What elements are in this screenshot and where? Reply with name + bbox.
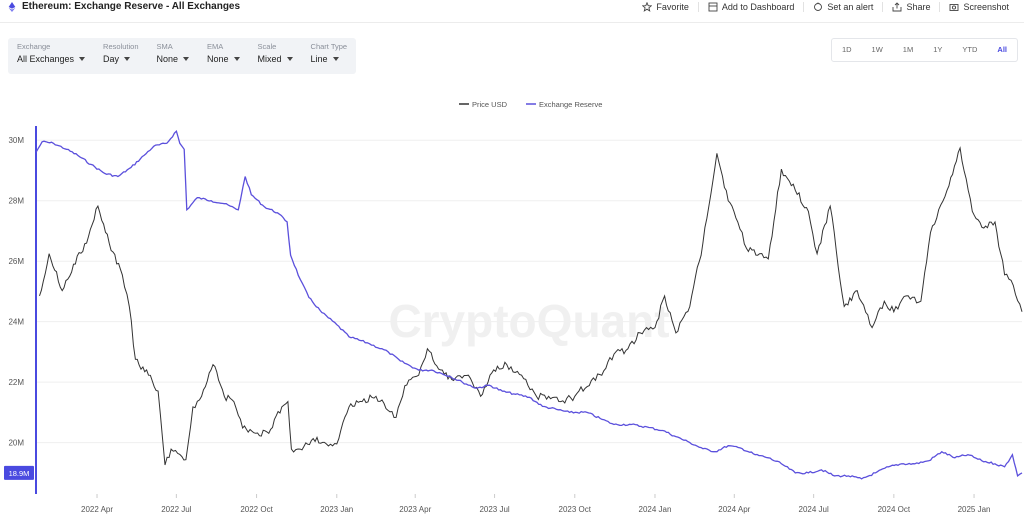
range-ytd-button[interactable]: YTD — [962, 45, 978, 54]
y-tick-label: 30M — [8, 136, 24, 145]
exchange-label: Exchange — [17, 42, 51, 51]
exchange-select[interactable]: Exchange All Exchanges — [8, 38, 94, 74]
chevron-down-icon — [332, 57, 339, 61]
dashboard-icon — [708, 2, 718, 12]
chevron-down-icon — [183, 57, 190, 61]
watermark: CryptoQuant — [388, 295, 669, 347]
set-alert-button[interactable]: Set an alert — [803, 2, 882, 12]
screenshot-label: Screenshot — [963, 2, 1009, 12]
scale-select[interactable]: Scale Mixed — [249, 38, 302, 74]
x-tick-label: 2022 Jul — [161, 505, 191, 514]
chevron-down-icon — [124, 57, 131, 61]
header-actions: Favorite Add to Dashboard Set an alert S… — [633, 0, 1018, 14]
legend-label-reserve: Exchange Reserve — [539, 100, 602, 109]
ema-select[interactable]: EMA None — [198, 38, 249, 74]
x-tick-label: 2025 Jan — [958, 505, 991, 514]
x-tick-label: 2023 Apr — [399, 505, 431, 514]
chevron-down-icon — [79, 57, 86, 61]
x-tick-label: 2023 Jan — [320, 505, 353, 514]
x-tick-label: 2024 Jul — [799, 505, 829, 514]
scale-value: Mixed — [257, 54, 282, 64]
resolution-select[interactable]: Resolution Day — [94, 38, 147, 74]
price-usd-line — [39, 146, 1023, 466]
star-icon — [642, 2, 653, 12]
y-tick-label: 20M — [8, 439, 24, 448]
chevron-down-icon — [233, 57, 240, 61]
share-button[interactable]: Share — [882, 2, 939, 12]
page-title: Ethereum: Exchange Reserve - All Exchang… — [8, 1, 240, 12]
sma-label: SMA — [156, 42, 173, 51]
range-all-button[interactable]: All — [997, 45, 1007, 54]
add-to-dashboard-button[interactable]: Add to Dashboard — [697, 2, 804, 12]
x-tick-label: 2024 Apr — [718, 505, 750, 514]
y-tick-label: 26M — [8, 257, 24, 266]
favorite-button[interactable]: Favorite — [633, 2, 698, 12]
x-tick-label: 2022 Oct — [240, 505, 273, 514]
screenshot-icon — [950, 4, 959, 11]
range-1w-button[interactable]: 1W — [871, 45, 883, 54]
range-selector: 1D 1W 1M 1Y YTD All — [830, 38, 1018, 62]
y-tick-label: 22M — [8, 378, 24, 387]
exchange-value: All Exchanges — [17, 54, 75, 64]
ema-label: EMA — [207, 42, 224, 51]
x-tick-label: 2023 Oct — [559, 505, 592, 514]
favorite-label: Favorite — [656, 2, 689, 12]
ema-value: None — [207, 54, 229, 64]
header-bar: Ethereum: Exchange Reserve - All Exchang… — [0, 0, 1024, 23]
screenshot-button[interactable]: Screenshot — [939, 2, 1018, 12]
scale-label: Scale — [257, 42, 277, 51]
set-alert-label: Set an alert — [827, 2, 874, 12]
range-1y-button[interactable]: 1Y — [933, 45, 943, 54]
chart-type-label: Chart Type — [310, 42, 348, 51]
share-label: Share — [906, 2, 931, 12]
chart-type-select[interactable]: Chart Type Line — [302, 38, 357, 74]
chart-area: 20M 22M 24M 26M 28M 30M 2022 Apr 2022 Jul 2022 O… — [4, 100, 1023, 514]
chevron-down-icon — [286, 57, 293, 61]
x-tick-label: 2024 Jan — [639, 505, 672, 514]
x-tick-label: 2024 Oct — [878, 505, 911, 514]
exchange-reserve-line — [35, 129, 1023, 480]
x-tick-label: 2023 Jul — [479, 505, 509, 514]
last-value-label: 18.9M — [9, 469, 30, 478]
y-tick-label: 28M — [8, 197, 24, 206]
y-tick-label: 24M — [8, 318, 24, 327]
resolution-label: Resolution — [103, 42, 139, 51]
last-value-badge — [4, 465, 34, 480]
chart-controls: Exchange All Exchanges Resolution Day SM… — [8, 38, 357, 74]
resolution-value: Day — [103, 54, 120, 64]
sma-value: None — [156, 54, 179, 64]
sma-select[interactable]: SMA None — [148, 38, 199, 74]
legend-label-price: Price USD — [472, 100, 508, 109]
ethereum-icon — [8, 1, 16, 12]
x-tick-label: 2022 Apr — [81, 505, 113, 514]
range-1d-button[interactable]: 1D — [841, 45, 852, 54]
share-icon — [892, 2, 902, 12]
alert-icon — [814, 2, 823, 11]
range-1m-button[interactable]: 1M — [902, 45, 914, 54]
chart-type-value: Line — [310, 54, 328, 64]
add-to-dashboard-label: Add to Dashboard — [721, 2, 795, 12]
chart-title: Ethereum: Exchange Reserve - All Exchang… — [22, 1, 241, 12]
